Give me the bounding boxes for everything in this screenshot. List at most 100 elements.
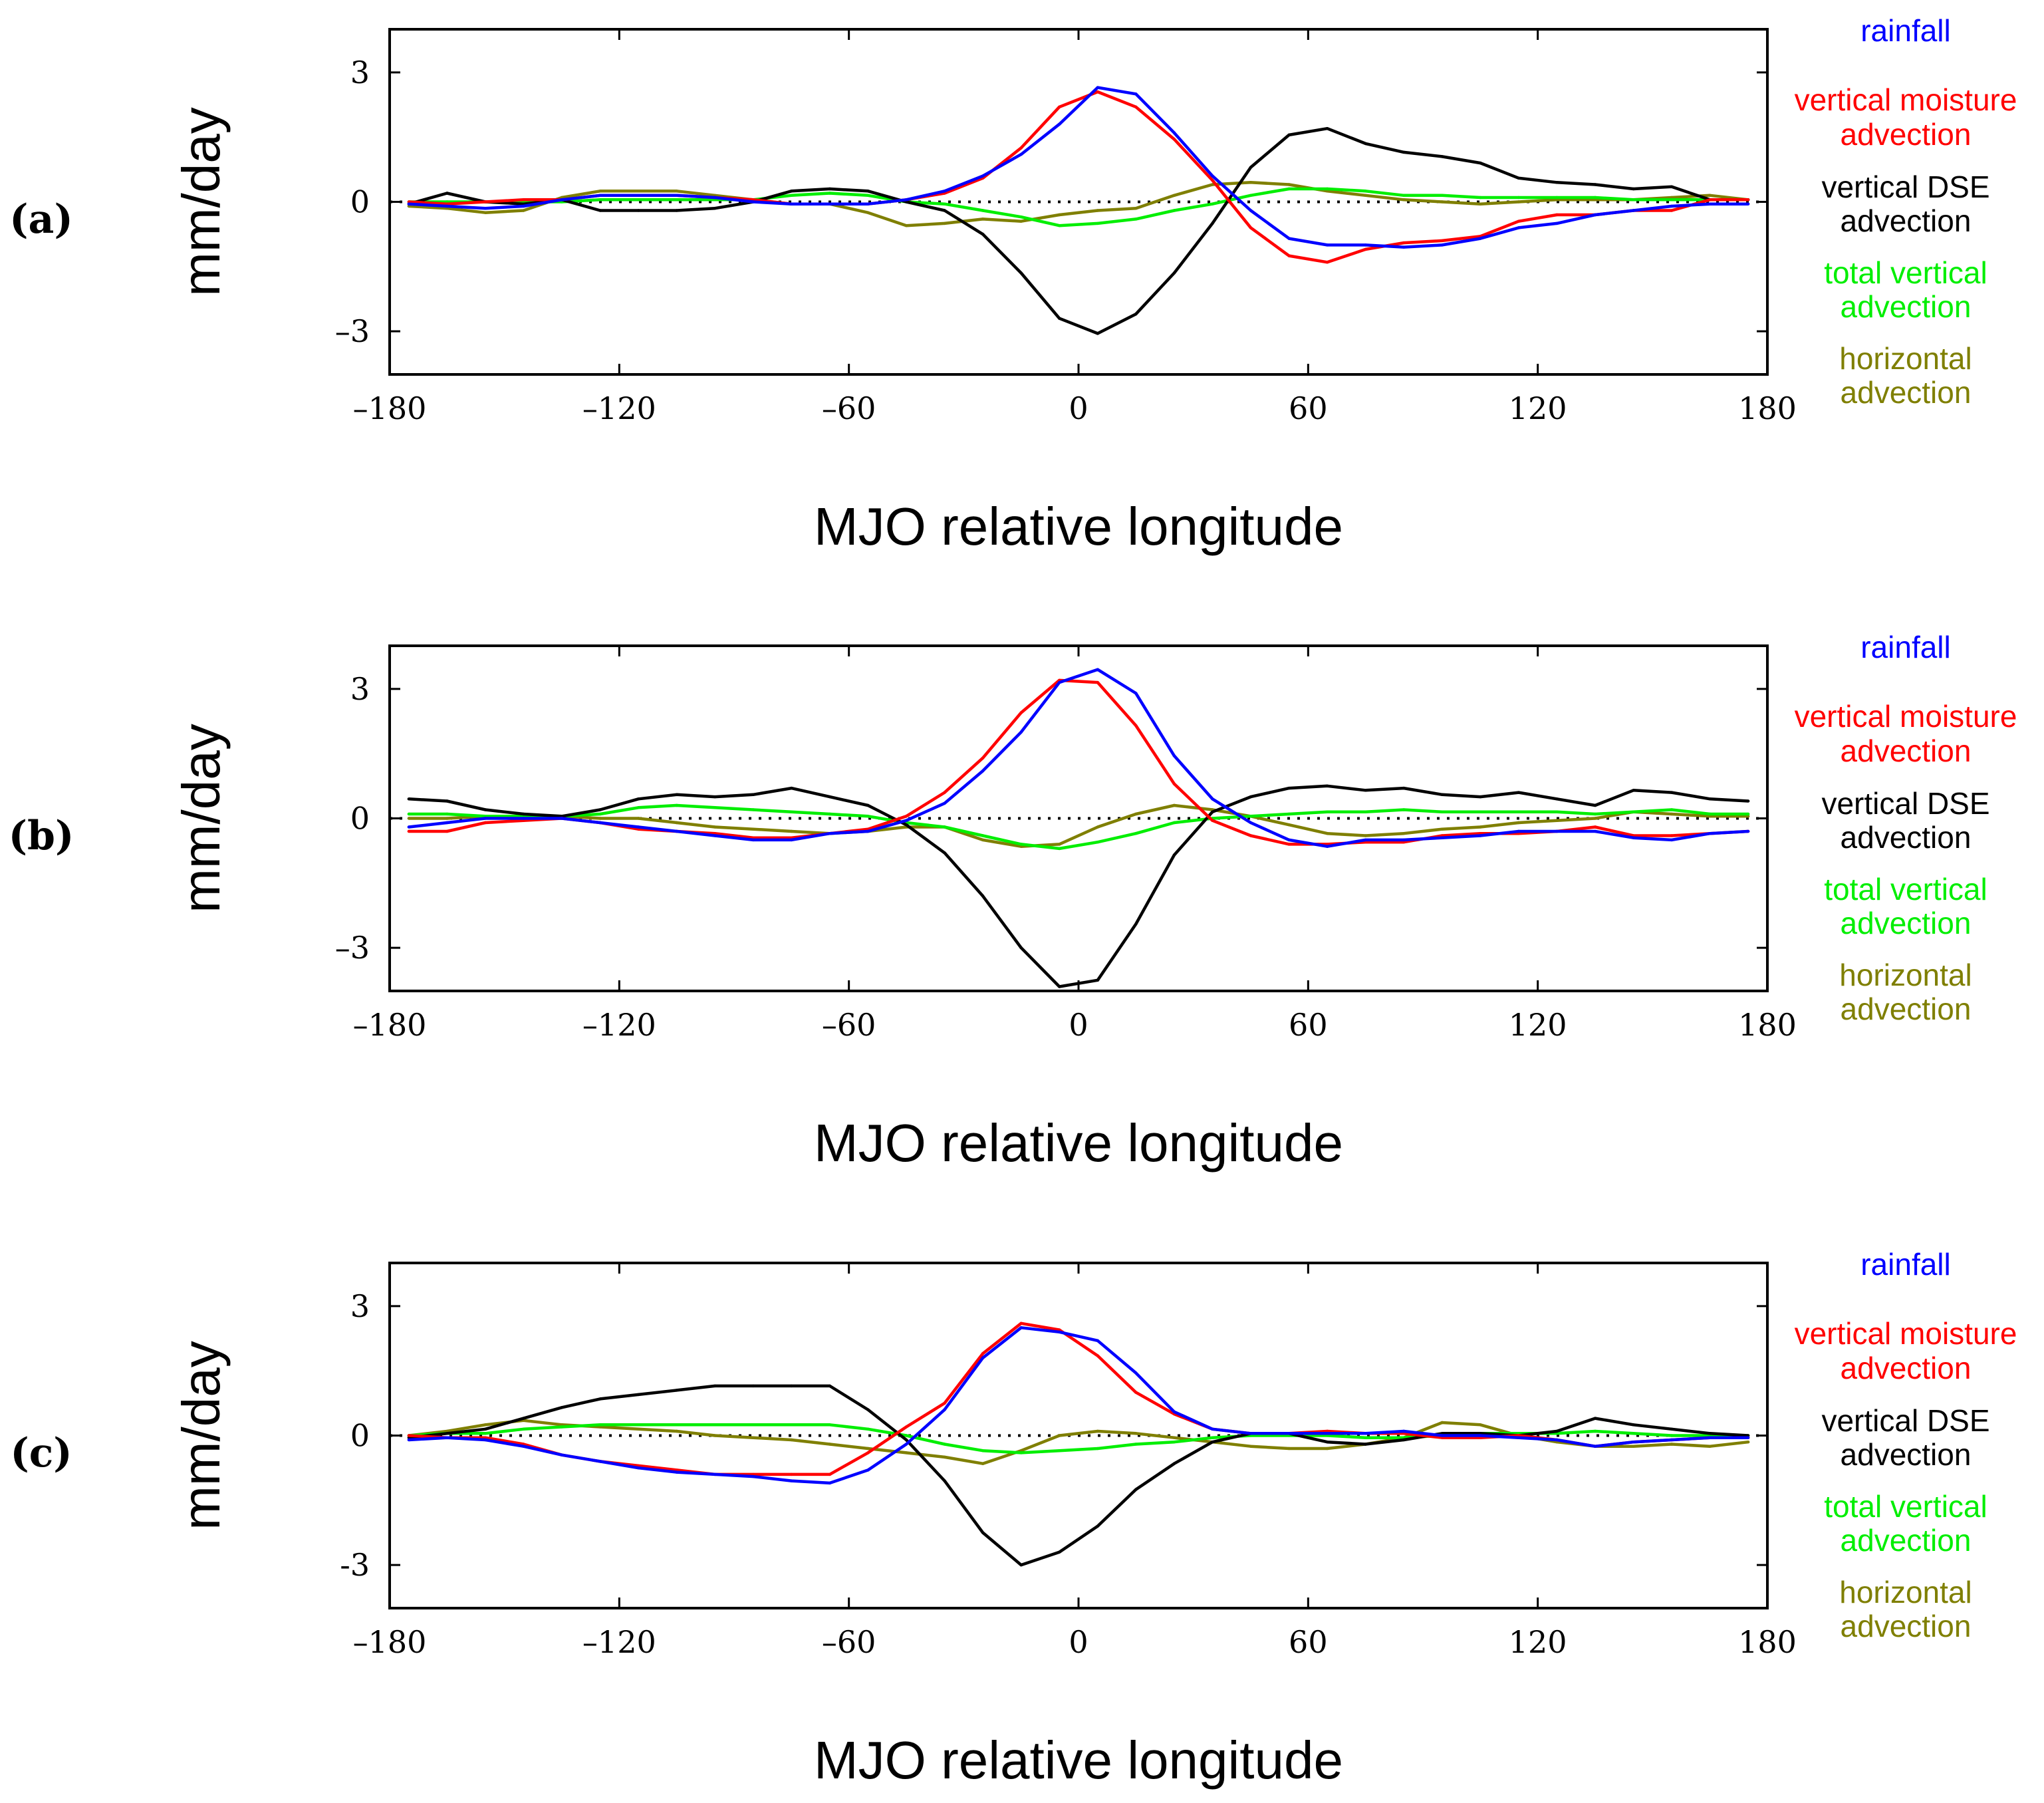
panel-3-ytick-label: 3	[350, 1288, 370, 1324]
panel-2-point-horizontal	[713, 825, 717, 829]
panel-3-point-total	[636, 1423, 640, 1427]
panel-2-series-total	[408, 803, 1749, 851]
panel-1-point-dse	[1632, 187, 1635, 191]
panel-1-point-horizontal	[522, 209, 525, 212]
panel-2-point-moisture	[446, 829, 449, 833]
panel-3-point-horizontal	[1134, 1432, 1138, 1435]
panel-3-point-dse	[1632, 1423, 1635, 1427]
panel-1-point-rainfall	[598, 194, 602, 197]
panel-3-point-total	[828, 1423, 832, 1427]
panel-3-point-horizontal	[1058, 1434, 1061, 1437]
panel-2-point-dse	[1172, 853, 1176, 857]
panel-2-point-total	[1172, 821, 1176, 825]
panel-1-legend-moisture: advection	[1841, 117, 1972, 152]
panel-3-point-moisture	[1134, 1391, 1138, 1394]
panel-3-point-moisture	[790, 1472, 793, 1476]
panel-2-point-horizontal	[636, 817, 640, 820]
panel-2-series-moisture	[408, 678, 1749, 846]
panel-1-point-horizontal	[598, 190, 602, 193]
panel-3-point-rainfall	[1517, 1436, 1521, 1439]
panel-1-point-rainfall	[1440, 243, 1444, 247]
panel-1-point-rainfall	[560, 198, 564, 202]
panel-2-point-dse	[1058, 985, 1061, 988]
panel-1-point-moisture	[1555, 213, 1559, 217]
panel-3-legend-moisture: vertical moisture	[1795, 1316, 2017, 1351]
panel-1-point-rainfall	[407, 202, 410, 206]
panel-2-point-rainfall	[1172, 754, 1176, 758]
panel-1-point-dse	[1096, 332, 1100, 335]
panel-2-point-rainfall	[1325, 845, 1329, 848]
panel-1-point-total	[1134, 217, 1138, 221]
panel-3-point-dse	[1172, 1462, 1176, 1465]
panel-2-point-moisture	[1670, 834, 1674, 837]
panel-3-point-total	[1364, 1436, 1367, 1439]
panel-2-point-horizontal	[1670, 812, 1674, 816]
panel-2-point-dse	[790, 786, 793, 790]
panel-3-point-total	[1134, 1443, 1138, 1446]
panel-3-point-horizontal	[1632, 1445, 1635, 1448]
panel-1-point-total	[1019, 215, 1023, 219]
panel-2-ytick-label: 3	[350, 671, 370, 707]
panel-2-point-dse	[1325, 784, 1329, 788]
panel-2-point-rainfall	[751, 838, 755, 842]
panel-3-point-horizontal	[866, 1447, 870, 1451]
panel-1-point-dse	[1479, 161, 1482, 165]
panel-3-point-rainfall	[1249, 1432, 1253, 1435]
panel-2-point-rainfall	[636, 825, 640, 829]
panel-3-point-horizontal	[636, 1427, 640, 1431]
panel-2-point-rainfall	[1517, 829, 1521, 833]
panel-3-point-total	[522, 1427, 525, 1431]
panel-1-point-moisture	[1019, 146, 1023, 150]
panel-2-point-dse	[1593, 803, 1597, 807]
panel-3-point-rainfall	[1555, 1438, 1559, 1442]
panel-2-legend-horizontal: horizontal	[1839, 958, 1972, 992]
panel-3-point-dse	[866, 1408, 870, 1411]
panel-1-point-moisture	[483, 200, 487, 204]
panel-3-point-total	[1058, 1449, 1061, 1453]
panel-2-point-total	[981, 834, 985, 837]
panel-1-point-rainfall	[1555, 221, 1559, 225]
panel-3-legend-total: total vertical	[1824, 1489, 1987, 1524]
panel-2-point-rainfall	[1593, 829, 1597, 833]
panel-1-point-total	[1364, 190, 1367, 193]
panel-2-point-rainfall	[713, 834, 717, 837]
panel-2-point-dse	[1287, 786, 1291, 790]
panel-1-legend-horizontal: horizontal	[1839, 341, 1972, 376]
panel-2-point-horizontal	[1134, 812, 1138, 816]
panel-3-point-rainfall	[1708, 1436, 1712, 1439]
panel-3-panel-label: (c)	[10, 1430, 72, 1476]
panel-3-xtick-label: 0	[1069, 1624, 1088, 1660]
panel-2-point-horizontal	[1555, 819, 1559, 822]
panel-1-point-dse	[1555, 181, 1559, 184]
panel-3-point-dse	[636, 1393, 640, 1397]
panel-3-point-rainfall	[1325, 1432, 1329, 1435]
panel-3-point-rainfall	[713, 1472, 717, 1476]
panel-3-point-rainfall	[828, 1481, 832, 1485]
panel-1-point-horizontal	[1479, 202, 1482, 206]
panel-2-point-dse	[522, 812, 525, 816]
panel-1-point-horizontal	[1096, 209, 1100, 212]
panel-3-point-dse	[675, 1389, 678, 1392]
panel-2-point-moisture	[1134, 724, 1138, 728]
panel-1-point-rainfall	[751, 200, 755, 204]
panel-2-point-dse	[751, 793, 755, 797]
panel-3-point-horizontal	[1096, 1429, 1100, 1433]
panel-1-ytick-label: 0	[350, 184, 370, 220]
panel-3-legend-horizontal: horizontal	[1839, 1575, 1972, 1609]
panel-1-xtick-label: –180	[353, 390, 427, 426]
panel-1-point-total	[1172, 209, 1176, 212]
panel-2-point-dse	[1479, 795, 1482, 799]
panel-3-point-total	[1211, 1436, 1214, 1439]
panel-2-xtick-label: –180	[353, 1007, 427, 1043]
panel-3-point-rainfall	[1058, 1330, 1061, 1334]
panel-3-point-dse	[904, 1438, 908, 1442]
panel-2-point-moisture	[1287, 843, 1291, 846]
panel-2-point-rainfall	[1249, 821, 1253, 825]
panel-2-point-total	[1019, 843, 1023, 846]
panel-3-point-moisture	[866, 1451, 870, 1455]
panel-2-point-dse	[1747, 799, 1750, 803]
panel-1-point-rainfall	[522, 204, 525, 208]
panel-1-point-moisture	[1287, 254, 1291, 257]
panel-1-point-dse	[636, 209, 640, 212]
panel-2-point-dse	[1517, 791, 1521, 794]
